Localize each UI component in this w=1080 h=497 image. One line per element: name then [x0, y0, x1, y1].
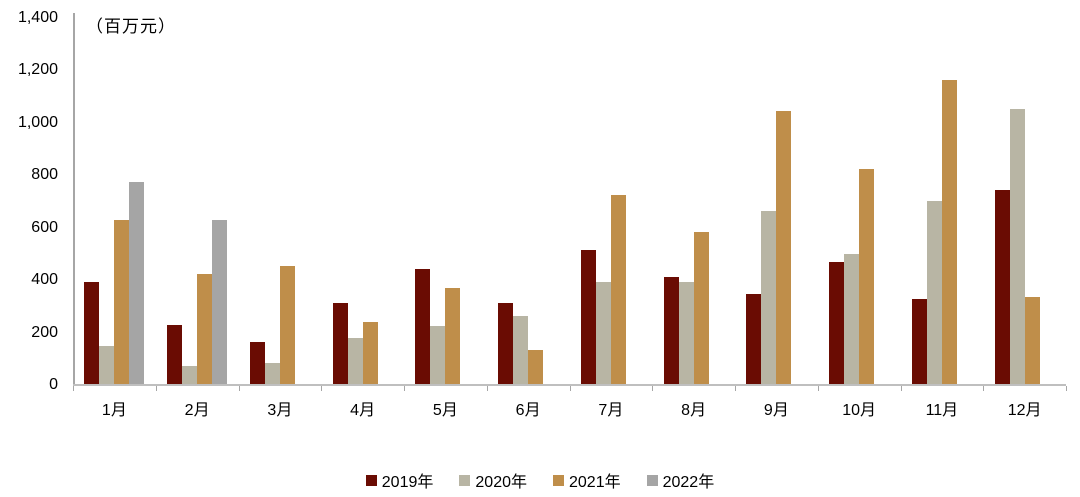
bar [829, 262, 845, 384]
y-tick-label: 1,400 [17, 9, 58, 26]
bar [332, 303, 348, 384]
legend-label: 2019年 [381, 474, 434, 491]
bar [513, 316, 529, 384]
x-tick-mark [486, 386, 488, 391]
bar [859, 169, 875, 384]
bar [580, 250, 596, 384]
x-axis-label: 11月 [925, 402, 959, 419]
bar [347, 338, 363, 384]
bar [776, 111, 792, 384]
x-tick-mark [155, 386, 157, 391]
legend-label: 2020年 [475, 474, 527, 491]
y-tick-label: 1,000 [17, 113, 58, 131]
bar [99, 346, 115, 384]
legend: 2019年 2020年 2021年 2022年 [0, 468, 1080, 492]
bar [911, 299, 927, 384]
bar [926, 201, 942, 384]
x-axis-label: 3月 [267, 402, 293, 419]
y-tick-label: 200 [31, 323, 58, 341]
bar [167, 325, 183, 384]
x-tick-mark [983, 386, 985, 391]
bar [1024, 297, 1040, 384]
x-axis-line [73, 384, 1066, 386]
bar [279, 266, 295, 384]
legend-item: 2022年 [646, 468, 715, 492]
y-tick-label: 600 [31, 218, 58, 236]
bar [595, 282, 611, 384]
bar [941, 80, 957, 384]
x-tick-mark [1066, 386, 1067, 391]
legend-item: 2020年 [459, 468, 527, 492]
bar [678, 282, 694, 384]
y-tick-label: 0 [49, 376, 58, 393]
y-tick-label: 400 [31, 271, 58, 289]
bar [761, 211, 777, 384]
bar [212, 220, 228, 384]
x-tick-mark [321, 386, 323, 391]
bar [746, 294, 762, 384]
x-tick-mark [404, 386, 405, 391]
bar [362, 322, 378, 384]
bar [994, 190, 1010, 384]
bar [610, 195, 626, 384]
bar [114, 220, 130, 384]
legend-item: 2021年 [553, 468, 621, 492]
y-axis-line [73, 13, 75, 385]
y-tick-label: 1,200 [17, 61, 58, 79]
x-axis-label: 9月 [763, 402, 789, 419]
bar [249, 342, 265, 384]
x-tick-mark [73, 386, 74, 391]
bar [1009, 109, 1025, 384]
x-axis-label: 2月 [184, 402, 210, 419]
legend-swatch [459, 474, 471, 486]
legend-label: 2022年 [662, 474, 715, 491]
y-tick-label: 800 [31, 166, 58, 184]
bar [844, 254, 860, 384]
y-axis-labels: 0 200 400 600 800 1,000 1,200 1,400 [0, 0, 58, 497]
x-axis-label: 4月 [350, 402, 376, 419]
bar [129, 182, 145, 384]
legend-label: 2021年 [569, 474, 621, 491]
x-tick-mark [817, 386, 819, 391]
x-axis-label: 12月 [1007, 402, 1042, 419]
x-axis-label: 8月 [681, 402, 707, 419]
bar [182, 366, 198, 384]
bar [528, 350, 544, 384]
x-axis-label: 5月 [432, 402, 458, 419]
x-axis-label: 6月 [515, 402, 541, 419]
y-axis-unit-label: （百万元） [86, 17, 176, 36]
bar [445, 288, 461, 384]
x-tick-mark [900, 386, 902, 391]
legend-swatch [365, 474, 377, 486]
x-tick-mark [238, 386, 240, 391]
legend-swatch [553, 474, 564, 486]
bar [693, 232, 709, 384]
bar [84, 282, 100, 384]
x-tick-mark [735, 386, 736, 391]
bar [430, 326, 446, 384]
bar [264, 363, 280, 384]
x-axis-label: 7月 [598, 402, 624, 419]
legend-item: 2019年 [365, 468, 434, 492]
legend-swatch [646, 474, 658, 486]
x-tick-mark [652, 386, 654, 391]
x-tick-mark [569, 386, 571, 391]
bar [663, 277, 679, 384]
x-axis-label: 10月 [842, 402, 877, 419]
x-axis-label: 1月 [101, 402, 127, 419]
bar [415, 269, 431, 384]
bar [498, 303, 514, 384]
bar [197, 274, 213, 384]
